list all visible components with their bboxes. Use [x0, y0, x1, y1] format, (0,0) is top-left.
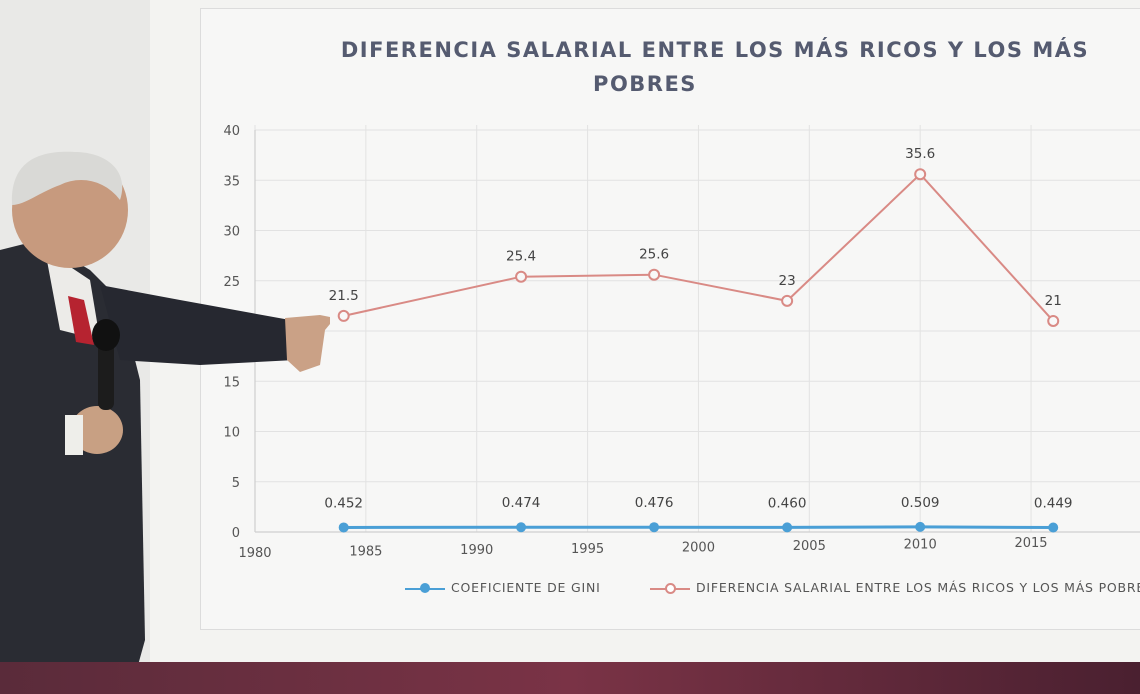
- salary-gap-data-label: 25.4: [506, 249, 536, 265]
- legend-label-salary-gap: DIFERENCIA SALARIAL ENTRE LOS MÁS RICOS …: [696, 580, 1140, 595]
- gini-series-line: [343, 525, 1054, 529]
- gini-data-label: 0.452: [324, 495, 363, 511]
- chart-title-line-1: DIFERENCIA SALARIAL ENTRE LOS MÁS RICOS …: [340, 38, 1090, 62]
- bottom-strip: [0, 662, 1140, 694]
- legend-label-gini: COEFICIENTE DE GINI: [451, 580, 601, 595]
- y-tick-label: 0: [232, 526, 240, 541]
- presenter-arm: [100, 285, 295, 365]
- x-tick-label: 1985: [349, 545, 382, 560]
- presenter-cuff: [65, 415, 83, 455]
- y-tick-label: 5: [232, 476, 240, 491]
- x-tick-label: 1995: [571, 542, 604, 557]
- gini-point: [649, 522, 660, 533]
- chart-legend: COEFICIENTE DE GINI DIFERENCIA SALARIAL …: [405, 576, 1140, 604]
- salary-gap-point: [337, 309, 350, 322]
- salary-gap-data-label: 35.6: [905, 146, 935, 162]
- gini-data-label: 0.449: [1034, 495, 1073, 511]
- gini-data-label: 0.476: [635, 495, 674, 511]
- salary-gap-series-line: [343, 172, 1054, 322]
- grid-layer: [254, 125, 1140, 533]
- presenter-hair: [11, 151, 123, 205]
- presenter-figure: [0, 151, 330, 694]
- salary-gap-point: [515, 270, 528, 283]
- salary-gap-point: [1047, 314, 1060, 327]
- gini-point: [516, 522, 527, 533]
- y-tick-label: 40: [223, 124, 240, 139]
- gini-point: [338, 522, 349, 533]
- data-label-layer: 0.452 0.474 0.476 0.460 0.509 0.449 21.5 25.4 25…: [324, 146, 1072, 511]
- salary-gap-data-label: 25.6: [639, 247, 669, 263]
- salary-gap-point: [781, 294, 794, 307]
- y-tick-label: 25: [223, 275, 240, 290]
- x-tick-label: 1980: [238, 546, 271, 561]
- gini-point: [1048, 522, 1059, 533]
- x-tick-label: 1990: [460, 543, 493, 558]
- y-tick-label: 35: [223, 174, 240, 189]
- gini-data-label: 0.474: [502, 495, 541, 511]
- chart-title-line-2: POBRES: [593, 72, 697, 96]
- salary-gap-point: [914, 168, 927, 181]
- salary-gap-data-label: 21.5: [329, 288, 359, 304]
- x-tick-label: 2005: [793, 539, 826, 554]
- salary-gap-data-label: 21: [1045, 293, 1062, 309]
- legend-item-gini: COEFICIENTE DE GINI: [405, 580, 601, 595]
- x-tick-label: 2015: [1014, 536, 1047, 551]
- legend-item-salary-gap: DIFERENCIA SALARIAL ENTRE LOS MÁS RICOS …: [650, 580, 1140, 595]
- salary-gap-data-label: 23: [779, 273, 796, 289]
- gini-data-label: 0.509: [901, 495, 940, 511]
- x-tick-label: 2000: [682, 540, 715, 555]
- microphone-head: [92, 319, 120, 351]
- gini-data-label: 0.460: [768, 495, 807, 511]
- series-layer: [337, 168, 1060, 533]
- salary-gap-point: [648, 268, 661, 281]
- gini-point: [915, 521, 926, 532]
- y-tick-label: 30: [223, 225, 240, 240]
- presenter-tie: [68, 296, 94, 345]
- presenter-left-hand: [71, 406, 123, 454]
- gini-point: [782, 522, 793, 533]
- legend-swatch-gini: [405, 582, 445, 594]
- x-tick-label: 2010: [904, 538, 937, 553]
- y-tick-label: 15: [223, 375, 240, 390]
- y-tick-label: 10: [223, 426, 240, 441]
- legend-swatch-salary-gap: [650, 582, 690, 594]
- presenter-hand: [285, 315, 330, 372]
